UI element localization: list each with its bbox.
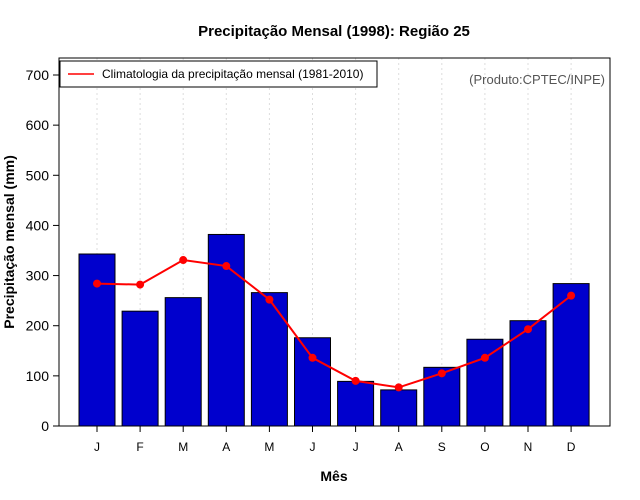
climatology-point-3 (222, 262, 231, 271)
y-tick-label: 300 (26, 268, 50, 284)
bar-a-7 (380, 389, 418, 427)
climatology-point-4 (265, 295, 274, 304)
y-tick-label: 700 (26, 67, 50, 83)
x-tick-label: D (567, 440, 576, 454)
x-tick-label: A (222, 440, 230, 454)
bar-d-11 (552, 283, 590, 427)
climatology-line-series (93, 256, 576, 392)
x-tick-label: M (264, 440, 274, 454)
bar-j-6 (337, 380, 375, 427)
x-tick-label: N (524, 440, 533, 454)
legend: Climatologia da precipitação mensal (198… (59, 60, 378, 88)
y-tick-label: 600 (26, 117, 50, 133)
y-tick-label: 200 (26, 318, 50, 334)
y-tick-label: 500 (26, 167, 50, 183)
x-tick-label: A (395, 440, 403, 454)
legend-box (59, 60, 378, 88)
x-tick-label: J (353, 440, 359, 454)
credit-text: (Produto:CPTEC/INPE) (469, 72, 605, 87)
x-tick-label: F (136, 440, 143, 454)
plot-frame (58, 57, 611, 427)
y-axis-label: Precipitação mensal (mm) (1, 155, 17, 329)
y-tick-label: 100 (26, 368, 50, 384)
chart-title: Precipitação Mensal (1998): Região 25 (198, 23, 470, 40)
bar-m-4 (250, 292, 288, 427)
y-axis: 0 100 200 300 400 500 600 700 (26, 67, 59, 434)
climatology-line (96, 258, 572, 389)
x-axis-label: Mês (320, 468, 347, 484)
climatology-point-7 (394, 383, 403, 392)
climatology-point-1 (136, 280, 145, 289)
y-tick-label: 400 (26, 217, 50, 233)
bar-m-2 (164, 297, 202, 427)
bar-series (78, 233, 590, 427)
x-tick-label: J (310, 440, 316, 454)
y-tick-label: 0 (41, 418, 49, 434)
climatology-point-5 (308, 353, 317, 362)
legend-label: Climatologia da precipitação mensal (198… (102, 67, 363, 81)
climatology-point-8 (437, 369, 446, 378)
bar-o-9 (466, 338, 504, 427)
x-tick-label: O (480, 440, 489, 454)
x-tick-label: J (94, 440, 100, 454)
x-tick-label: M (178, 440, 188, 454)
bar-j-5 (294, 337, 331, 427)
climatology-point-6 (351, 376, 360, 385)
climatology-point-10 (524, 325, 532, 334)
climatology-point-9 (480, 353, 489, 362)
climatology-point-0 (93, 279, 101, 288)
climatology-point-11 (567, 291, 576, 300)
bar-f-1 (121, 310, 159, 427)
climatology-point-2 (179, 256, 188, 265)
x-tick-label: S (438, 440, 446, 454)
